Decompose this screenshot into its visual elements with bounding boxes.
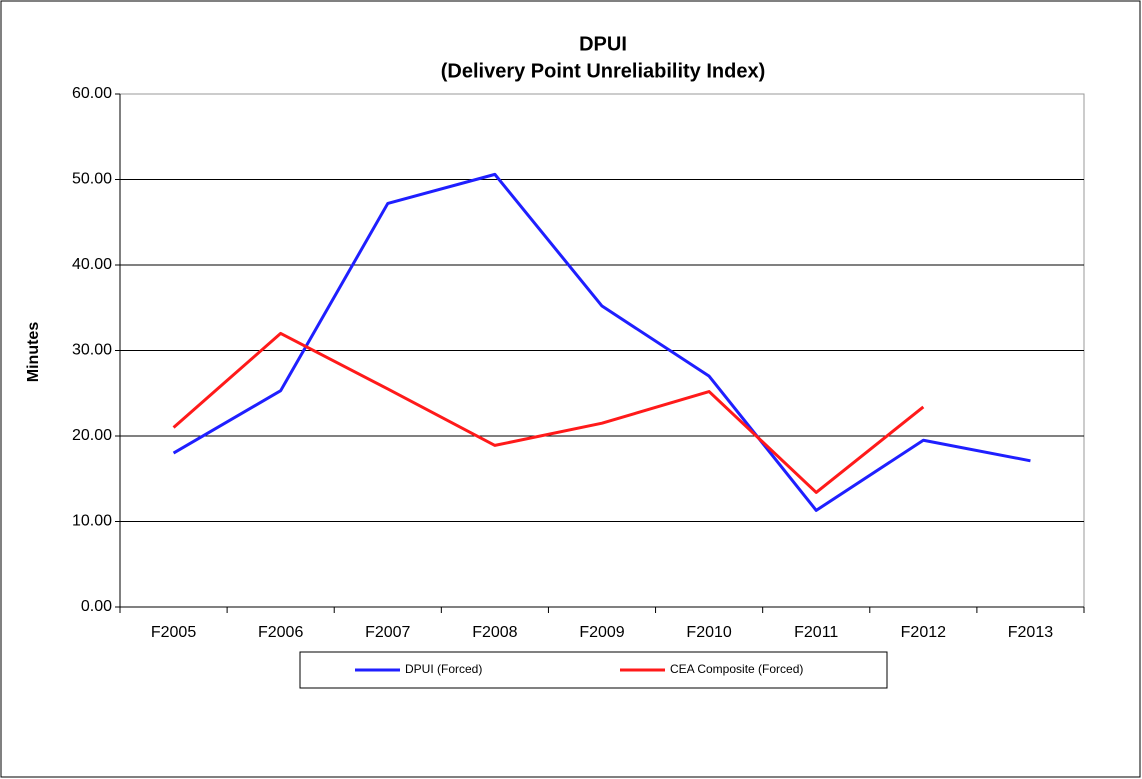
x-tick-label: F2008 — [472, 624, 517, 641]
legend — [299, 651, 888, 689]
chart-title: DPUI — [579, 33, 627, 55]
y-tick-label: 30.00 — [72, 342, 112, 359]
x-tick-label: F2009 — [579, 624, 624, 641]
y-tick-label: 40.00 — [72, 256, 112, 273]
legend-label: DPUI (Forced) — [405, 662, 482, 676]
y-tick-label: 10.00 — [72, 513, 112, 530]
x-tick-label: F2007 — [365, 624, 410, 641]
series-line — [172, 331, 925, 494]
x-tick-label: F2011 — [794, 624, 838, 641]
x-tick-label: F2013 — [1008, 624, 1053, 641]
x-tick-label: F2012 — [901, 624, 946, 641]
x-tick-label: F2010 — [686, 624, 731, 641]
y-tick-label: 0.00 — [81, 598, 112, 615]
series-line — [172, 172, 1031, 512]
y-tick-label: 60.00 — [72, 85, 112, 102]
chart-subtitle: (Delivery Point Unreliability Index) — [441, 60, 766, 82]
y-axis-label: Minutes — [25, 322, 42, 383]
y-tick-label: 50.00 — [72, 171, 112, 188]
y-tick-label: 20.00 — [72, 427, 112, 444]
x-tick-label: F2006 — [258, 624, 303, 641]
legend-label: CEA Composite (Forced) — [670, 662, 803, 676]
x-tick-label: F2005 — [151, 624, 196, 641]
